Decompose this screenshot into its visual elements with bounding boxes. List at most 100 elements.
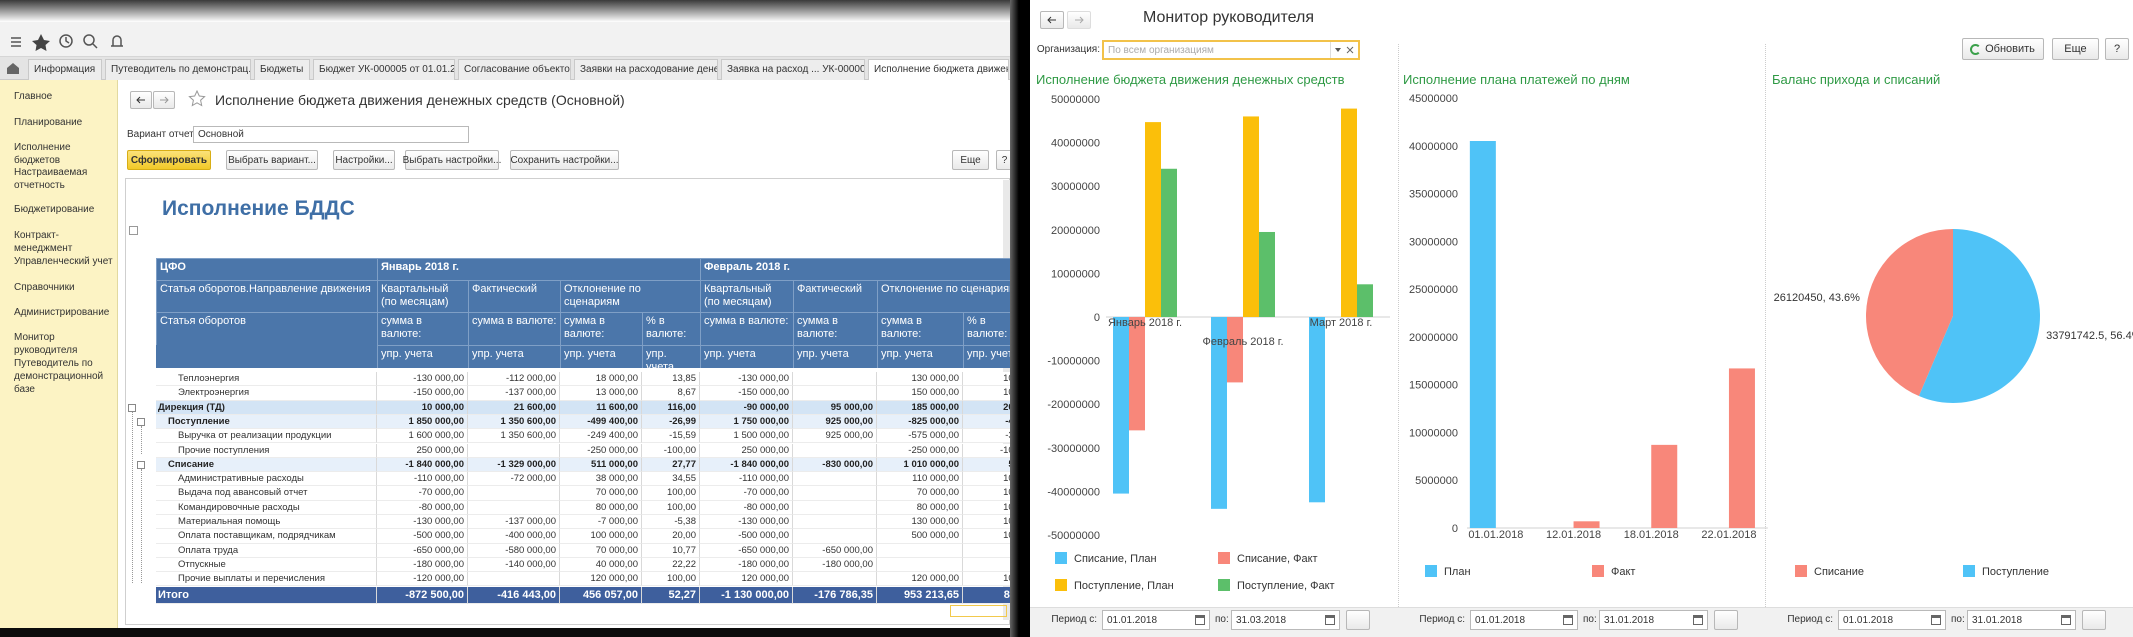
more-button[interactable]: Еще (952, 150, 989, 170)
header-cell: сумма в валюте: (468, 312, 560, 345)
calendar-icon[interactable] (1931, 615, 1941, 625)
collapse-box[interactable] (137, 461, 145, 469)
search-icon[interactable] (84, 35, 94, 45)
period-choose-button[interactable] (1714, 610, 1738, 630)
row-cell: 1 350 600,00 (468, 429, 560, 443)
row-cell (468, 486, 560, 500)
sidebar-link[interactable]: Управленческий учет (14, 255, 114, 268)
row-label: Прочие поступления (156, 444, 377, 458)
report-button[interactable]: Сохранить настройки... (510, 150, 619, 170)
row-label: Списание (156, 458, 377, 472)
period-choose-button[interactable] (1346, 610, 1370, 630)
calendar-icon[interactable] (1563, 615, 1573, 625)
calendar-icon[interactable] (2061, 615, 2071, 625)
row-cell: 100 (963, 486, 1015, 500)
report-title: Исполнение БДДС (162, 197, 355, 221)
favorites-icon[interactable] (32, 34, 50, 51)
help-button[interactable]: ? (2105, 38, 2129, 60)
tab[interactable]: Заявка на расход ... УК-000009 (721, 59, 865, 80)
sidebar-link[interactable]: Путеводитель по демонстрационной базе (14, 357, 114, 396)
tab[interactable]: Путеводитель по демонстрац... (105, 59, 251, 80)
toolbar-icons[interactable] (0, 22, 140, 57)
tab[interactable]: Информация (28, 59, 102, 80)
row-cell: -110 000,00 (377, 472, 468, 486)
forward-button[interactable] (153, 91, 175, 109)
period-to-label: по: (1215, 614, 1229, 625)
row-cell: -249 400,00 (560, 429, 642, 443)
row-label: Отпускные (156, 558, 377, 572)
report-button[interactable]: Выбрать вариант... (226, 150, 318, 170)
row-cell: -72 000,00 (468, 472, 560, 486)
sidebar-link[interactable]: Монитор руководителя (14, 331, 114, 357)
org-input[interactable]: По всем организациям (1102, 40, 1360, 60)
home-tab-icon[interactable] (6, 62, 20, 74)
back-button[interactable] (130, 91, 152, 109)
period-to-input[interactable]: 31.01.2018 (1967, 610, 2076, 630)
report-button[interactable]: Сформировать (127, 150, 211, 170)
row-cell: 21 600,00 (468, 401, 560, 415)
period-to-label: по: (1583, 614, 1597, 625)
sidebar-link[interactable]: Исполнение бюджетов (14, 141, 114, 167)
calendar-icon[interactable] (1325, 615, 1335, 625)
row-cell: 500 000,00 (877, 529, 963, 543)
sidebar-link[interactable]: Справочники (14, 281, 114, 294)
tab[interactable]: Бюджет УК-000005 от 01.01.2... (313, 59, 455, 80)
calendar-icon[interactable] (1195, 615, 1205, 625)
sidebar-link[interactable]: Контракт-менеджмент (14, 229, 114, 255)
sidebar-link[interactable]: Главное (14, 90, 114, 103)
period-from-input[interactable]: 01.01.2018 (1102, 610, 1210, 630)
refresh-icon[interactable] (1970, 44, 1981, 55)
sidebar-link[interactable]: Настраиваемая отчетность (14, 166, 114, 192)
row-cell: 130 000,00 (877, 372, 963, 386)
sidebar-link[interactable]: Планирование (14, 116, 114, 129)
collapse-box[interactable] (128, 404, 136, 412)
calendar-icon[interactable] (1693, 615, 1703, 625)
notifications-icon[interactable] (111, 36, 123, 46)
more-button[interactable]: Еще (2052, 38, 2099, 60)
row-cell: 1 600 000,00 (377, 429, 468, 443)
row-cell: -150 000,00 (700, 386, 793, 400)
report-button[interactable]: Выбрать настройки... (405, 150, 499, 170)
tab[interactable]: Исполнение бюджета движени... (868, 59, 1009, 80)
tab[interactable]: Согласование объектов (458, 59, 571, 80)
row-cell: 100,00 (642, 572, 700, 586)
row-cell: -26,99 (642, 415, 700, 429)
menu-icon[interactable] (11, 38, 21, 46)
row-cell: -80 000,00 (377, 501, 468, 515)
favorite-star[interactable] (188, 90, 206, 108)
row-cell: 150 000,00 (877, 386, 963, 400)
tab[interactable]: Бюджеты (254, 59, 310, 80)
row-cell (963, 558, 1015, 572)
variant-input[interactable]: Основной (193, 126, 469, 143)
row-cell: 13,85 (642, 372, 700, 386)
period-from-input[interactable]: 01.01.2018 (1470, 610, 1578, 630)
row-cell (468, 501, 560, 515)
tree-line (141, 426, 142, 455)
row-cell: -120 000,00 (377, 572, 468, 586)
forward-button[interactable] (1067, 11, 1091, 29)
expand-box[interactable] (129, 226, 138, 235)
report-button[interactable]: Настройки... (333, 150, 395, 170)
tab[interactable]: Заявки на расходование дене... (574, 59, 718, 80)
row-cell: -1 130 000,00 (700, 587, 793, 604)
row-cell: -100,00 (642, 444, 700, 458)
collapse-box[interactable] (137, 418, 145, 426)
dropdown-button[interactable] (1330, 42, 1358, 58)
period-choose-button[interactable] (2082, 610, 2106, 630)
row-cell: 27,77 (642, 458, 700, 472)
period-from-input[interactable]: 01.01.2018 (1838, 610, 1946, 630)
header-cell: упр. учета (877, 345, 963, 368)
panel-divider (1398, 44, 1399, 609)
period-to-input[interactable]: 31.01.2018 (1599, 610, 1708, 630)
row-cell: 100 000,00 (560, 529, 642, 543)
period-to-input[interactable]: 31.03.2018 (1231, 610, 1340, 630)
sidebar-link[interactable]: Бюджетирование (14, 203, 114, 216)
row-cell: -137 000,00 (468, 515, 560, 529)
row-cell: 20,00 (642, 529, 700, 543)
report-window: ИнформацияПутеводитель по демонстрац...Б… (0, 0, 1015, 628)
back-button[interactable] (1040, 11, 1064, 29)
row-label: Материальная помощь (156, 515, 377, 529)
row-cell: -130 000,00 (377, 372, 468, 386)
sidebar-link[interactable]: Администрирование (14, 306, 114, 319)
row-cell (793, 372, 877, 386)
